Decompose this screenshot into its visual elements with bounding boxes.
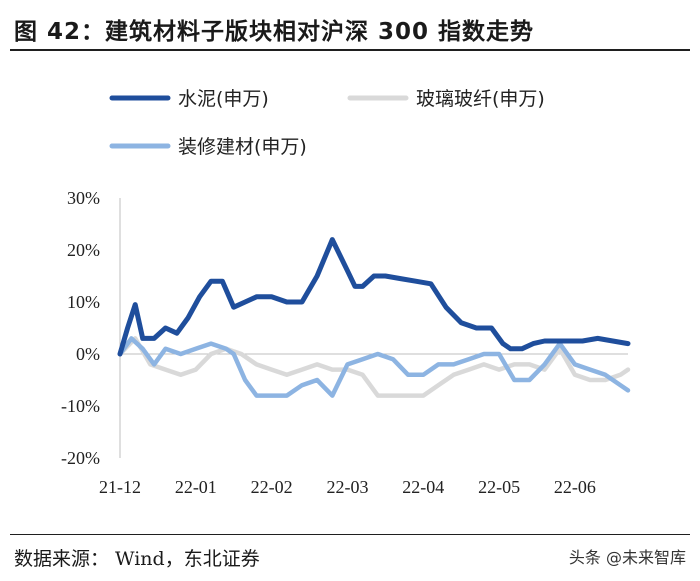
x-tick-label: 22-04: [402, 477, 444, 497]
series-line: [117, 336, 631, 398]
title-rule: [10, 49, 690, 51]
y-tick-label: 20%: [67, 240, 100, 260]
y-tick-label: 30%: [67, 188, 100, 208]
series-line: [117, 336, 631, 398]
legend: 水泥(申万) 玻璃玻纤(申万) 装修建材(申万): [109, 88, 545, 158]
source-rule: [10, 534, 690, 535]
x-tick-label: 22-06: [554, 477, 596, 497]
x-tick-label: 22-01: [175, 477, 217, 497]
series-line: [117, 237, 631, 357]
y-tick-label: -10%: [61, 396, 100, 416]
legend-label: 水泥(申万): [178, 88, 269, 110]
plot-area: 30% 20% 10% 0% -10% -20% 21-12 22-01 22-02 22-03 2…: [61, 188, 631, 497]
legend-label: 玻璃玻纤(申万): [416, 88, 545, 110]
x-tick-label: 21-12: [99, 477, 141, 497]
y-tick-label: 0%: [76, 344, 100, 364]
x-tick-label: 22-02: [251, 477, 293, 497]
y-tick-label: -20%: [61, 448, 100, 468]
watermark: 头条 @未来智库: [568, 548, 686, 567]
legend-label: 装修建材(申万): [178, 136, 307, 158]
x-tick-label: 22-05: [478, 477, 520, 497]
source-note: 数据来源： Wind，东北证券: [14, 548, 260, 570]
x-tick-label: 22-03: [326, 477, 368, 497]
y-tick-label: 10%: [67, 292, 100, 312]
figure-title: 图 42：建筑材料子版块相对沪深 300 指数走势: [14, 19, 535, 45]
